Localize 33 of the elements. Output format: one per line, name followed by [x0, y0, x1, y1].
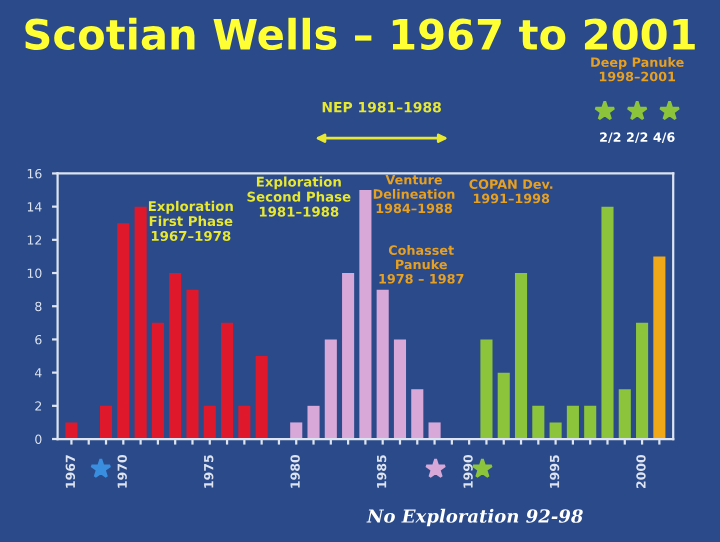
- bar: [566, 405, 579, 440]
- bar: [151, 322, 164, 440]
- bar: [549, 422, 562, 440]
- bar: [186, 289, 199, 440]
- bar: [497, 372, 510, 440]
- bar: [307, 405, 320, 440]
- bar: [618, 389, 631, 440]
- bar: [203, 405, 216, 440]
- bar: [342, 273, 355, 440]
- bar: [584, 405, 597, 440]
- bar: [169, 273, 182, 440]
- bar: [134, 206, 147, 440]
- bar: [601, 206, 614, 440]
- bar: [376, 289, 389, 440]
- bar: [514, 273, 528, 440]
- bar: [411, 389, 424, 440]
- bar: [65, 422, 78, 440]
- bar: [290, 422, 303, 440]
- bar: [238, 405, 251, 440]
- bar: [255, 356, 268, 440]
- bar: [532, 405, 545, 440]
- bar: [653, 256, 666, 440]
- bar: [359, 190, 372, 440]
- bar: [428, 422, 441, 440]
- bar: [636, 322, 649, 440]
- bar: [117, 223, 130, 440]
- bar: [221, 322, 234, 440]
- bar: [480, 339, 493, 440]
- chart-title: Scotian Wells – 1967 to 2001: [25, 17, 695, 51]
- bar: [99, 405, 113, 440]
- text: No Exploration 92-98: [366, 508, 583, 527]
- bar: [324, 339, 337, 440]
- bar: [393, 339, 407, 440]
